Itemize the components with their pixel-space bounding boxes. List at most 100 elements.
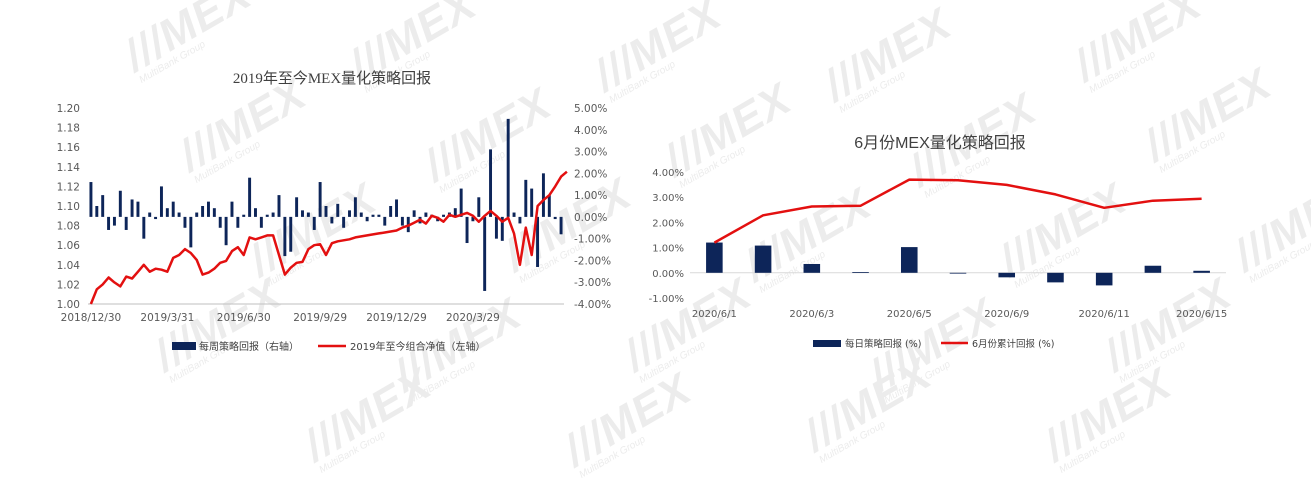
legend-bar-swatch [813, 340, 841, 347]
bar [477, 197, 481, 217]
bar [124, 216, 128, 230]
bar [130, 199, 134, 217]
y-tick-label: 1.00% [652, 244, 684, 255]
bar [207, 201, 210, 217]
y-tick-label: 2.00% [652, 218, 684, 229]
y-tick-label: 1.02 [57, 279, 80, 291]
bar [277, 195, 281, 217]
legend-bar-swatch [172, 342, 196, 350]
x-tick-label: 2019/9/29 [293, 312, 347, 324]
bar [852, 272, 869, 273]
left-y-axis-labels: 1.00 1.02 1.04 1.06 1.08 1.10 1.12 1.14 1.16 1.18… [57, 103, 81, 311]
y-tick-label: -3.00% [574, 277, 611, 289]
y-tick-label: -2.00% [574, 255, 611, 267]
bar [353, 197, 357, 217]
y-tick-label: 1.20 [57, 103, 80, 115]
x-tick-label: 2020/6/5 [887, 309, 932, 320]
bar [212, 208, 216, 217]
bar [524, 179, 528, 217]
bar [453, 208, 457, 217]
chart-canvas: 2019年至今MEX量化策略回报 1.00 1.02 1.04 1.06 1.08 1.1… [57, 70, 1228, 353]
x-tick-label: 2019/3/31 [140, 312, 194, 324]
x-tick-label: 2020/3/29 [446, 312, 500, 324]
bar [112, 216, 116, 226]
bar [154, 216, 158, 220]
y-tick-label: 4.00% [574, 125, 607, 137]
bar [201, 206, 205, 217]
bar [1047, 272, 1064, 283]
june-returns-chart: 6月份MEX量化策略回报 -1.00% 0.00% 1.00% 2.00% 3.00% 4… [649, 134, 1228, 350]
y-tick-label: 1.16 [57, 142, 81, 154]
bar [224, 216, 228, 246]
x-axis-labels: 2018/12/30 2019/3/31 2019/6/30 2019/9/29 201… [61, 312, 500, 324]
x-tick-label: 2020/6/3 [789, 309, 834, 320]
bar [465, 216, 469, 244]
legend: 每日策略回报 (%) 6月份累计回报 (%) [813, 338, 1055, 350]
x-tick-label: 2020/6/15 [1176, 309, 1227, 320]
y-tick-label: 5.00% [574, 103, 607, 115]
bar [195, 212, 199, 217]
bar [559, 216, 563, 235]
bar [165, 208, 169, 217]
bar [483, 216, 487, 291]
bar [383, 216, 387, 226]
bar [541, 173, 545, 217]
bar [442, 214, 445, 217]
bar [547, 195, 551, 217]
daily-return-bars [706, 242, 1210, 286]
bar [177, 212, 181, 217]
bar [459, 188, 463, 217]
bar [1193, 270, 1210, 273]
y-tick-label: 2.00% [574, 168, 607, 180]
legend-bar-label: 每周策略回报（右轴） [199, 340, 299, 353]
bar [400, 216, 404, 226]
bar [395, 199, 398, 217]
cumulative-nav-line [89, 170, 568, 305]
bar [500, 216, 504, 241]
bar [171, 201, 175, 217]
x-tick-label: 2019/12/29 [366, 312, 427, 324]
bar [536, 216, 540, 267]
weekly-return-bars [89, 118, 563, 291]
weekly-returns-chart: 2019年至今MEX量化策略回报 1.00 1.02 1.04 1.06 1.08 1.1… [57, 70, 612, 353]
y-tick-label: 3.00% [574, 147, 607, 159]
bar [377, 214, 381, 217]
bar [312, 216, 316, 230]
bar [365, 216, 369, 222]
bar [342, 216, 346, 228]
bar [142, 216, 146, 239]
bar [283, 216, 287, 257]
bar [512, 212, 516, 217]
right-y-axis-labels: -4.00% -3.00% -2.00% -1.00% 0.00% 1.00% 2.00% 3… [574, 103, 611, 311]
y-tick-label: -1.00% [649, 294, 684, 305]
bar [336, 203, 340, 217]
y-tick-label: -4.00% [574, 299, 611, 311]
legend-line-label: 6月份累计回报 (%) [972, 338, 1055, 350]
bar [148, 212, 152, 217]
bar [183, 216, 187, 228]
bar [803, 263, 821, 273]
bar [998, 272, 1016, 278]
bar [107, 216, 111, 230]
y-tick-label: 1.18 [57, 123, 80, 135]
bar [95, 206, 99, 217]
bar [159, 186, 163, 217]
bar [330, 216, 334, 224]
x-tick-label: 2020/6/9 [984, 309, 1029, 320]
x-tick-label: 2020/6/1 [692, 309, 737, 320]
y-tick-label: 0.00% [652, 269, 684, 280]
legend: 每周策略回报（右轴） 2019年至今组合净值（左轴） [172, 340, 485, 353]
bar [89, 182, 93, 217]
chart-title: 6月份MEX量化策略回报 [854, 134, 1026, 152]
bar [301, 210, 304, 217]
bar [236, 216, 240, 228]
y-tick-label: 4.00% [652, 168, 684, 179]
june-cumulative-line [713, 178, 1202, 244]
y-tick-label: 1.06 [57, 240, 81, 252]
y-tick-label: 1.14 [57, 162, 81, 174]
bar [1095, 272, 1113, 286]
bar [494, 216, 498, 239]
y-tick-label: 1.12 [57, 181, 80, 193]
x-tick-label: 2019/6/30 [217, 312, 271, 324]
x-tick-label: 2020/6/11 [1079, 309, 1130, 320]
